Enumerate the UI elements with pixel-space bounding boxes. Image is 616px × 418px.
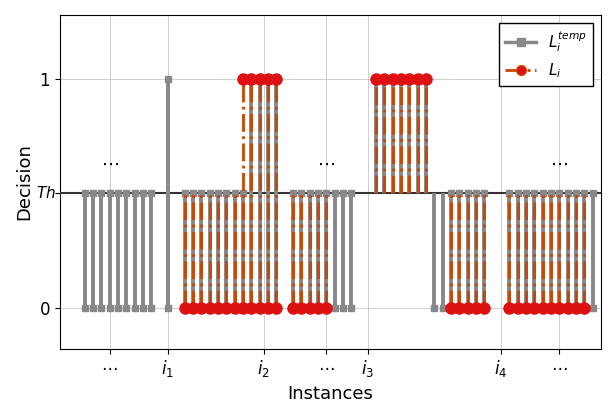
Text: $\cdots$: $\cdots$ — [100, 155, 119, 173]
Legend: $L_i^{temp}$, $L_i$: $L_i^{temp}$, $L_i$ — [500, 23, 593, 86]
Y-axis label: Decision: Decision — [15, 143, 33, 220]
Text: $Th$: $Th$ — [36, 185, 57, 201]
Text: $\cdots$: $\cdots$ — [550, 155, 569, 173]
Text: $\cdots$: $\cdots$ — [317, 155, 335, 173]
X-axis label: Instances: Instances — [288, 385, 373, 403]
